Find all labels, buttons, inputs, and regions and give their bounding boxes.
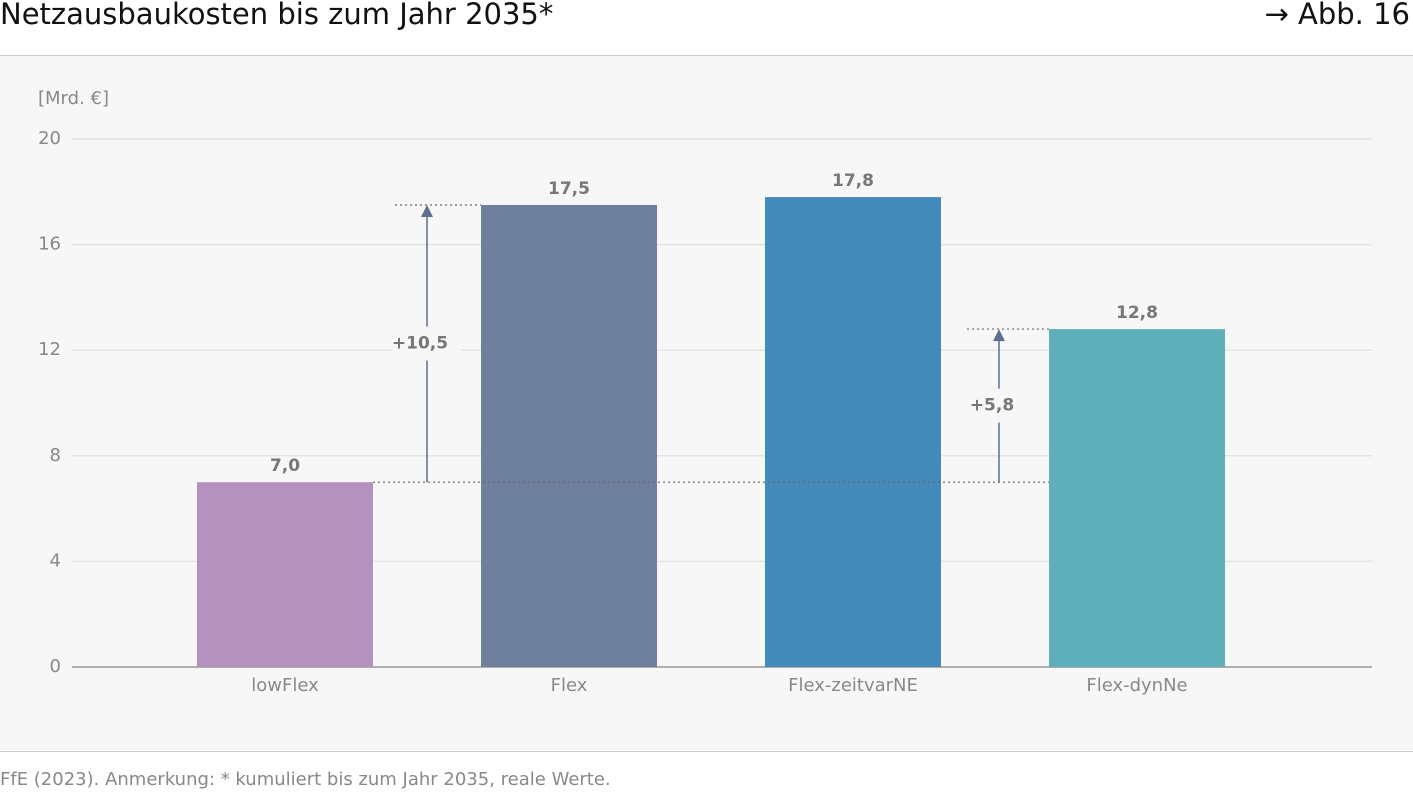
source-note: FfE (2023). Anmerkung: * kumuliert bis z… [0,769,611,790]
value-label: 7,0 [270,456,300,476]
y-tick-label: 16 [38,234,61,255]
figure-label: → Abb. 16 [1264,0,1410,31]
x-tick-label: Flex-dynNe [1086,675,1187,696]
y-axis-label: [Mrd. €] [38,88,109,109]
arrow-head [421,205,433,217]
arrow-head [993,329,1005,342]
y-tick-label: 8 [50,445,61,466]
y-tick-label: 4 [50,550,61,571]
y-tick-label: 0 [50,656,61,677]
bar [765,197,941,667]
annotation-bg [965,388,1033,423]
annotation-bg [393,326,461,361]
value-label: 12,8 [1116,303,1158,323]
bar [197,482,373,667]
x-tick-label: lowFlex [251,675,319,696]
x-tick-label: Flex [551,675,588,696]
annotation-label: +10,5 [392,334,448,354]
bar [1049,329,1225,667]
bar [481,205,657,667]
y-tick-label: 12 [38,339,61,360]
annotation-label: +5,8 [970,396,1014,416]
chart-title: Netzausbaukosten bis zum Jahr 2035* [0,0,553,31]
value-label: 17,5 [548,179,590,199]
value-label: 17,8 [832,171,874,191]
x-tick-label: Flex-zeitvarNE [788,675,918,696]
y-tick-label: 20 [38,128,61,149]
